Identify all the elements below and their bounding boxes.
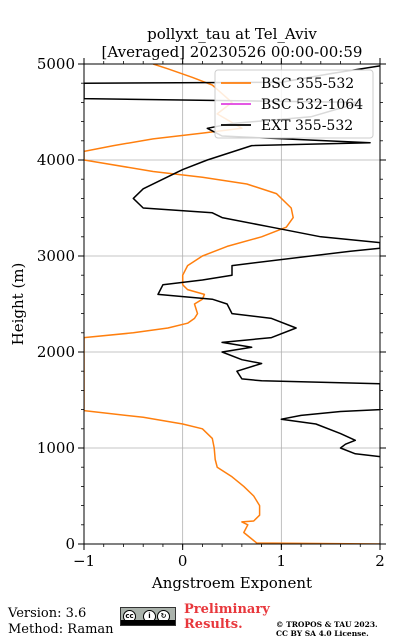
y-tick-label: 3000 (37, 247, 75, 265)
preliminary-results-label: Preliminary Results. (184, 602, 270, 632)
x-tick-label: −1 (73, 552, 95, 570)
copyright-line-2: CC BY SA 4.0 License. (276, 629, 369, 638)
y-tick-label: 5000 (37, 55, 75, 73)
x-tick-label: 0 (178, 552, 188, 570)
legend-label-1: BSC 532-1064 (261, 97, 363, 113)
plot-frame (83, 63, 381, 545)
series-line-0 (84, 64, 380, 544)
legend-box (214, 69, 374, 139)
copyright-notice: © TROPOS & TAU 2023. CC BY SA 4.0 Licens… (276, 620, 378, 638)
legend: BSC 355-532 BSC 532-1064 EXT 355-532 (214, 69, 374, 139)
legend-label-0: BSC 355-532 (261, 76, 354, 92)
y-tick-label: 1000 (37, 439, 75, 457)
x-axis-label: Angstroem Exponent (151, 574, 312, 592)
preliminary-line-1: Preliminary (184, 602, 270, 617)
y-tick-label: 4000 (37, 151, 75, 169)
copyright-line-1: © TROPOS & TAU 2023. (276, 620, 378, 629)
version-text: Version: 3.6 (8, 606, 87, 621)
chart-subtitle: [Averaged] 20230526 00:00-00:59 (102, 43, 363, 61)
method-text: Method: Raman (8, 622, 114, 637)
y-tick-label: 0 (65, 535, 75, 553)
profile-chart: pollyxt_tau at Tel_Aviv [Averaged] 20230… (9, 25, 386, 592)
legend-label-2: EXT 355-532 (261, 118, 353, 134)
y-tick-label: 2000 (37, 343, 75, 361)
creative-commons-by-sa-icon: cc i ↻ (120, 607, 176, 626)
y-axis-label: Height (m) (9, 263, 27, 346)
x-tick-label: 1 (277, 552, 287, 570)
x-tick-label: 2 (375, 552, 385, 570)
chart-title: pollyxt_tau at Tel_Aviv (147, 25, 317, 43)
preliminary-line-2: Results. (184, 617, 243, 632)
